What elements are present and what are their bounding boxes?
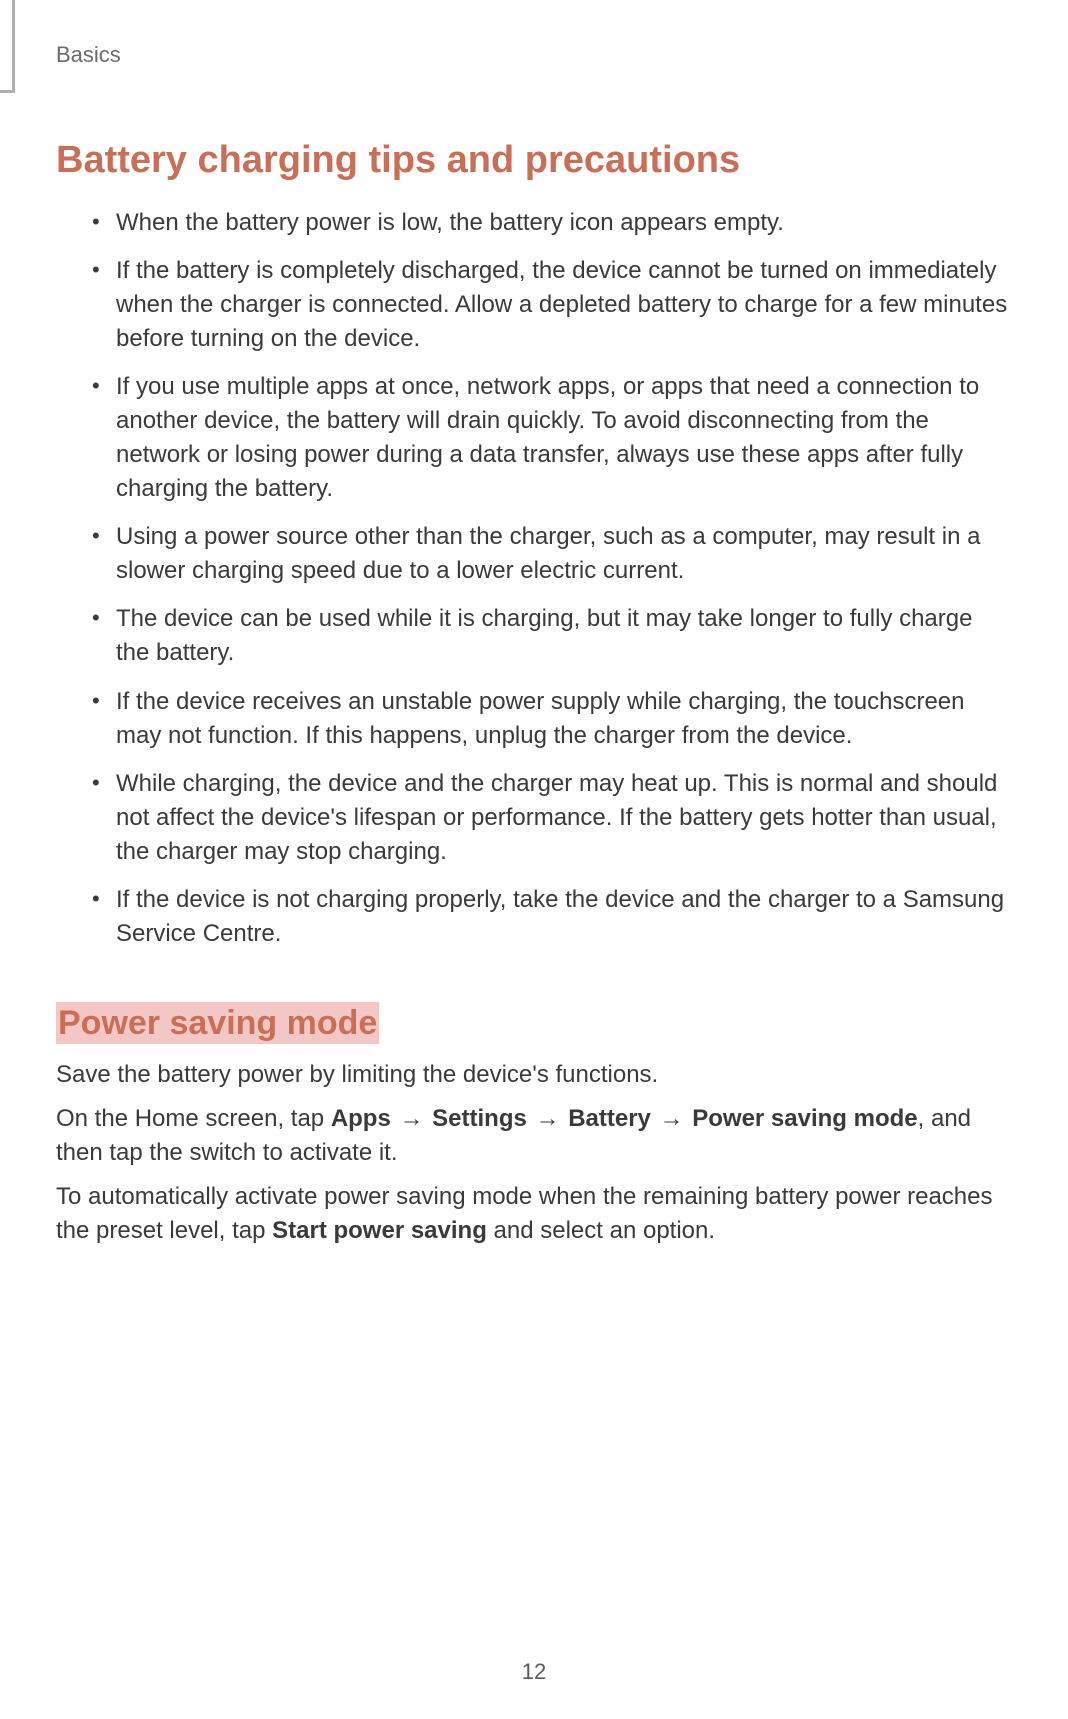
bold-power-saving-mode: Power saving mode (692, 1105, 917, 1132)
text-span: On the Home screen, tap (56, 1105, 331, 1132)
arrow-icon: → (527, 1105, 568, 1132)
list-item: If the device is not charging properly, … (92, 883, 1012, 951)
heading-highlight: Power saving mode (56, 1002, 379, 1044)
paragraph-auto-activate: To automatically activate power saving m… (56, 1180, 1012, 1248)
heading-battery-tips: Battery charging tips and precautions (56, 138, 1012, 184)
list-item: When the battery power is low, the batte… (92, 206, 1012, 240)
arrow-icon: → (651, 1105, 692, 1132)
list-item: If the device receives an unstable power… (92, 685, 1012, 753)
heading-power-saving: Power saving mode (56, 1003, 379, 1044)
bold-start-power-saving: Start power saving (272, 1217, 487, 1244)
list-item: If the battery is completely discharged,… (92, 254, 1012, 356)
bullet-list-battery-tips: When the battery power is low, the batte… (56, 206, 1012, 951)
list-item: While charging, the device and the charg… (92, 767, 1012, 869)
paragraph-navigation: On the Home screen, tap Apps → Settings … (56, 1102, 1012, 1170)
document-page: Basics Battery charging tips and precaut… (0, 0, 1068, 1719)
arrow-icon: → (391, 1105, 432, 1132)
list-item: The device can be used while it is charg… (92, 602, 1012, 670)
header-corner-border (0, 0, 15, 93)
section-label: Basics (56, 42, 1012, 68)
list-item: If you use multiple apps at once, networ… (92, 370, 1012, 506)
text-span: and select an option. (487, 1217, 715, 1244)
bold-battery: Battery (568, 1105, 651, 1132)
paragraph-intro: Save the battery power by limiting the d… (56, 1058, 1012, 1092)
page-number: 12 (0, 1659, 1068, 1685)
bold-apps: Apps (331, 1105, 391, 1132)
bold-settings: Settings (432, 1105, 527, 1132)
list-item: Using a power source other than the char… (92, 520, 1012, 588)
